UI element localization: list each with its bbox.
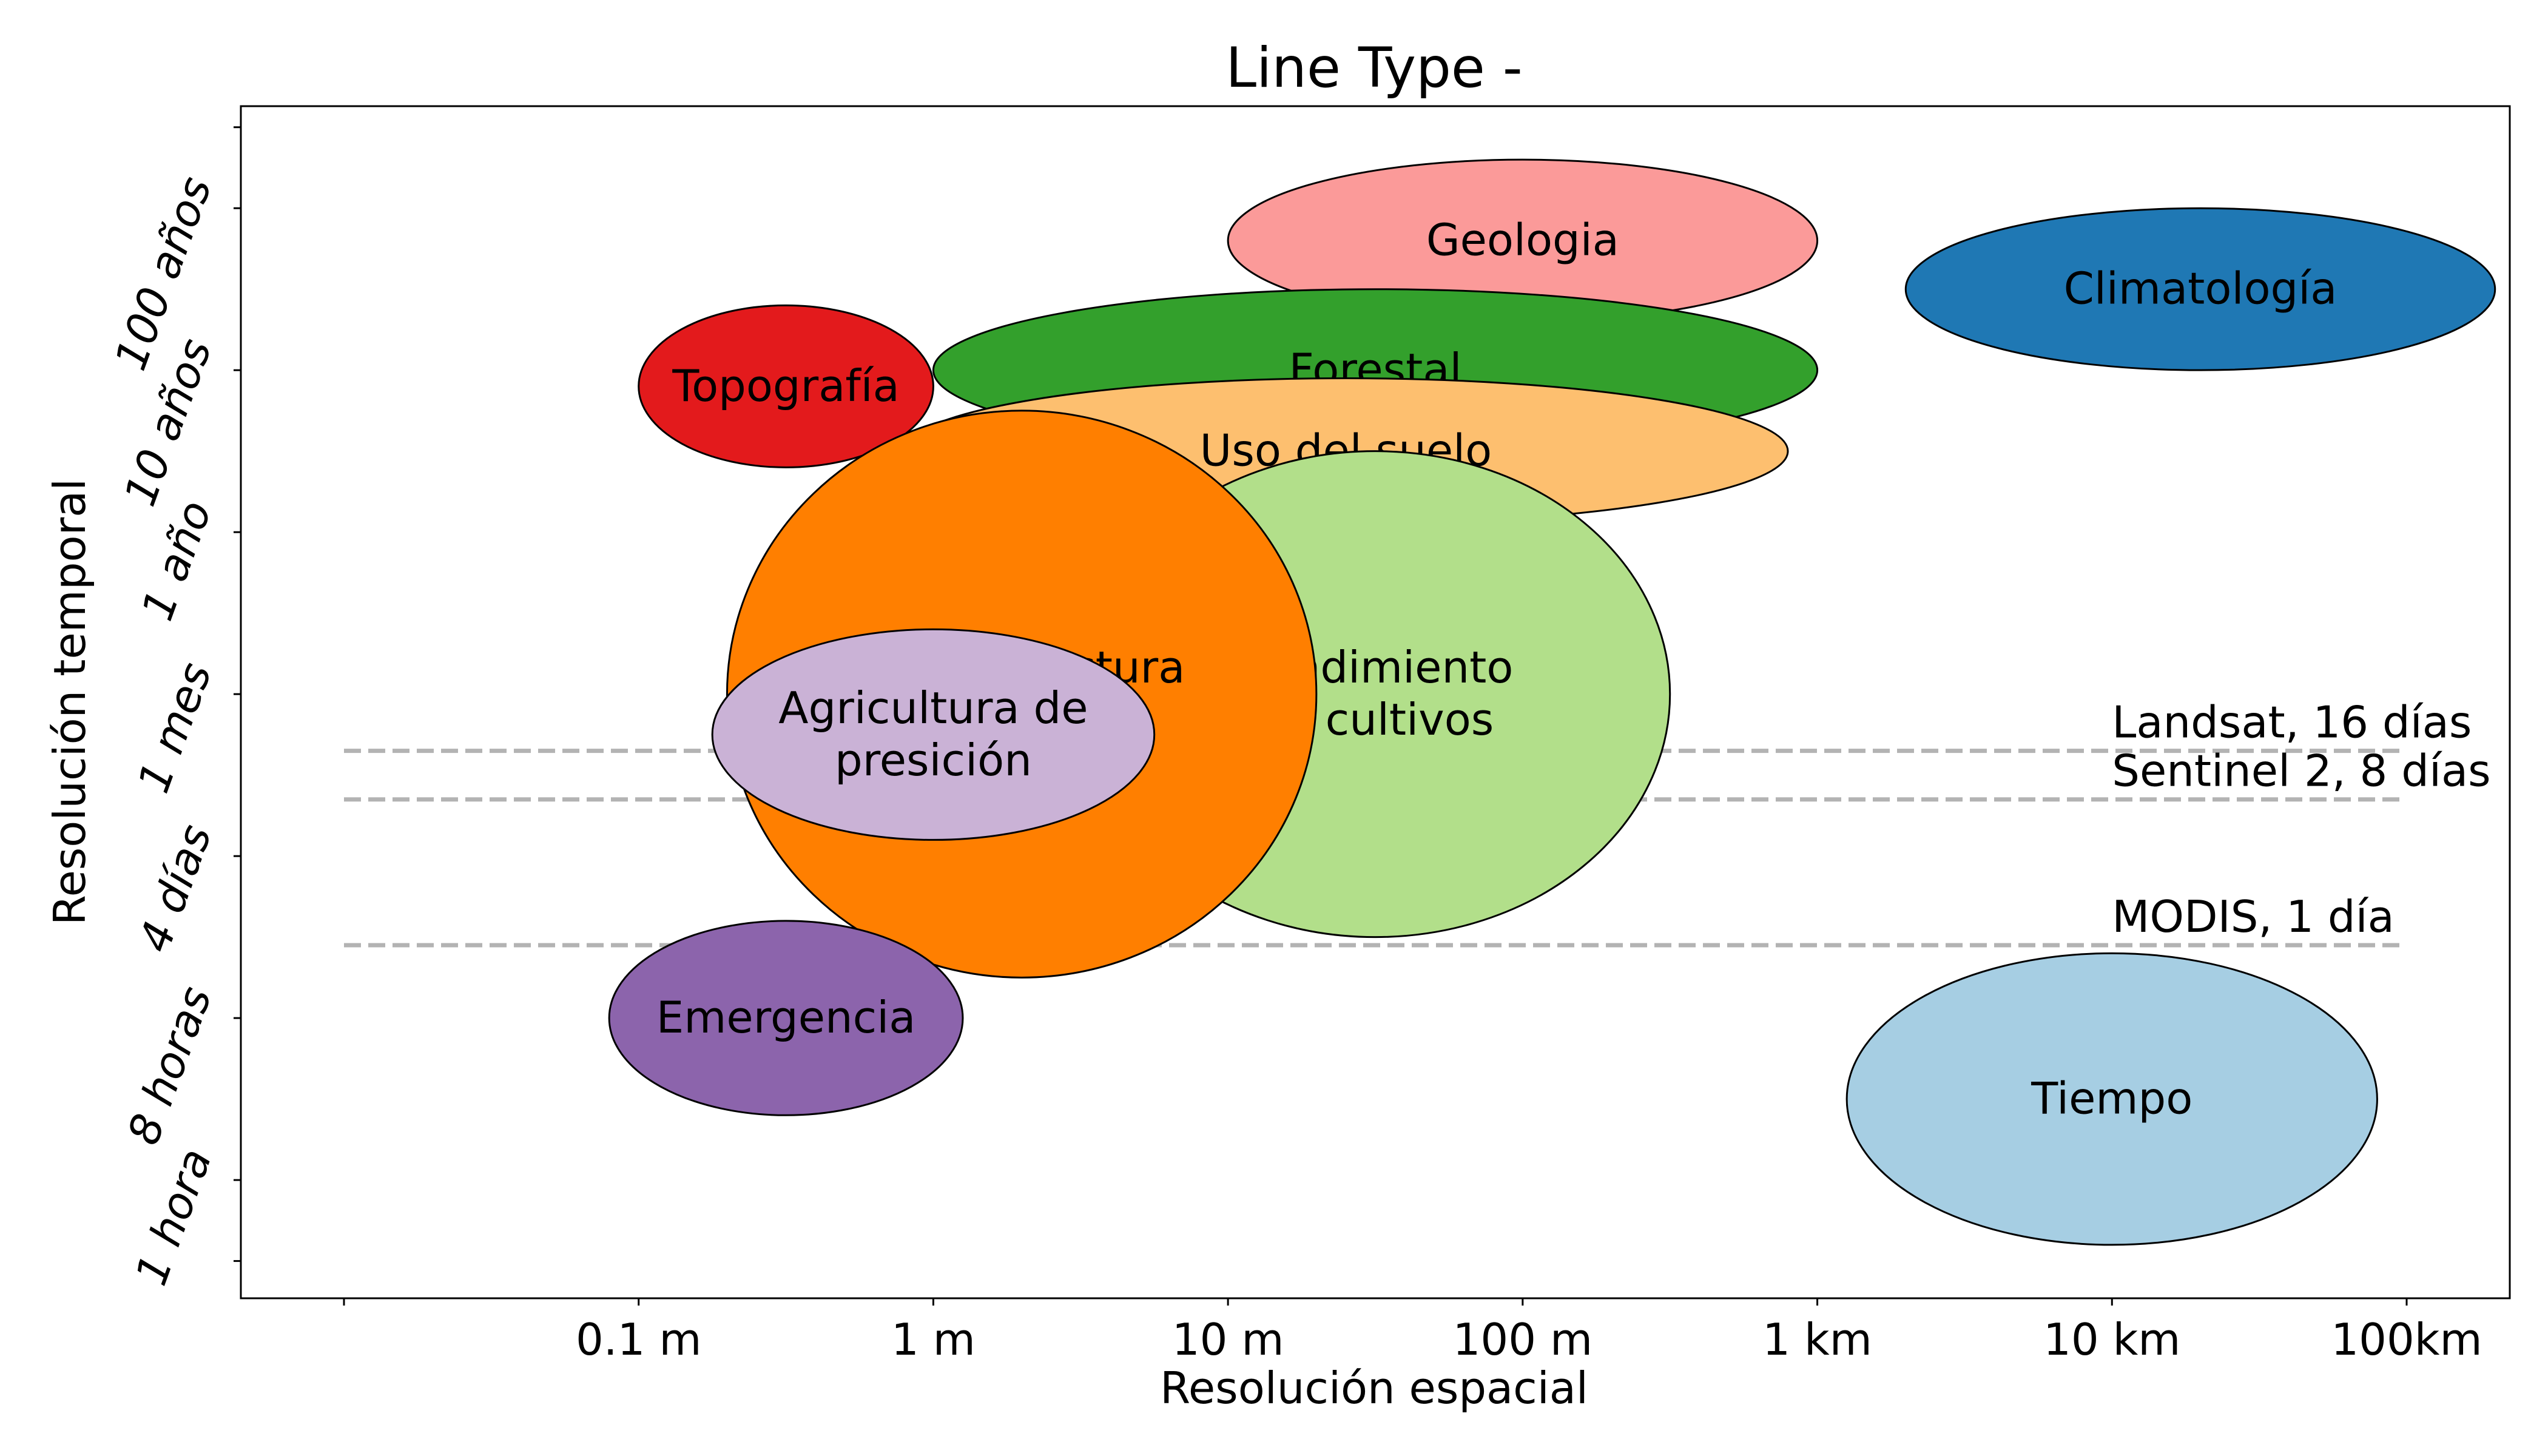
bubble-label: Geologia	[1426, 215, 1619, 266]
y-tick-label: 4 días	[129, 818, 221, 959]
bubble-shape	[1845, 952, 2378, 1246]
y-tick-label: 1 año	[132, 494, 221, 627]
x-tick-label: 10 km	[2043, 1314, 2180, 1365]
bubble-shape	[1904, 207, 2496, 371]
bubble-label: Agricultura de presición	[778, 682, 1088, 786]
reference-label: Sentinel 2, 8 días	[2112, 746, 2490, 797]
reference-label: MODIS, 1 día	[2112, 891, 2394, 942]
bubble-topografia: Topografía	[638, 304, 934, 468]
y-tick-label: 1 hora	[126, 1142, 221, 1292]
chart-title: Line Type -	[1225, 36, 1522, 100]
x-axis-label: Resolución espacial	[1160, 1363, 1588, 1414]
bubble-label: Topografía	[672, 360, 899, 411]
y-tick-label: 8 horas	[118, 980, 221, 1151]
bubble-shape	[638, 304, 934, 468]
x-tick-label: 100 m	[1453, 1314, 1592, 1365]
bubble-label: Climatología	[2064, 263, 2337, 314]
bubble-label: Tiempo	[2031, 1073, 2192, 1124]
x-tick-label: 10 m	[1172, 1314, 1284, 1365]
bubble-tiempo: Tiempo	[1845, 952, 2378, 1246]
x-tick-label: 100km	[2331, 1314, 2482, 1365]
bubble-shape	[711, 628, 1156, 841]
x-tick-label: 0.1 m	[576, 1314, 702, 1365]
bubble-emergencia: Emergencia	[608, 920, 964, 1116]
bubble-shape	[608, 920, 964, 1116]
bubble-agricultura-de-presicion: Agricultura de presición	[711, 628, 1156, 841]
x-tick-label: 1 km	[1762, 1314, 1872, 1365]
bubble-geologia: Geologia	[1227, 158, 1819, 323]
y-tick-label: 1 mes	[128, 656, 221, 799]
plot-frame	[240, 105, 2511, 1299]
x-tick-label: 1 m	[891, 1314, 976, 1365]
bubble-label: Emergencia	[656, 992, 916, 1043]
bubbles: GeologiaClimatologíaForestalTopografíaUs…	[608, 158, 2496, 1246]
reference-label: Landsat, 16 días	[2112, 697, 2472, 748]
bubble-climatologia: Climatología	[1904, 207, 2496, 371]
y-axis-label: Resolución temporal	[44, 479, 95, 926]
